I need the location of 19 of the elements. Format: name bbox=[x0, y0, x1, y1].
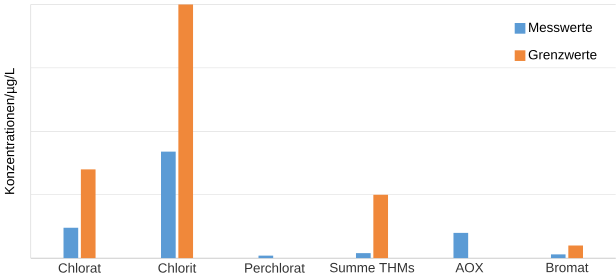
bar bbox=[64, 228, 78, 258]
x-tick-label: Perchlorat bbox=[245, 262, 305, 273]
y-axis-title: Konzentrationen/µg/L bbox=[4, 68, 17, 194]
legend-label: Grenzwerte bbox=[528, 50, 596, 60]
bar bbox=[178, 4, 194, 258]
x-tick-label: Summe THMs bbox=[330, 262, 414, 272]
legend-label: Messwerte bbox=[529, 22, 592, 32]
bar bbox=[568, 245, 584, 258]
x-tick-label: Chlorat bbox=[58, 262, 101, 273]
bar bbox=[356, 253, 371, 258]
bar bbox=[80, 169, 96, 258]
bar bbox=[550, 254, 566, 258]
x-tick-label: Chlorit bbox=[158, 262, 196, 273]
bar bbox=[373, 194, 388, 258]
x-tick-label: Bromat bbox=[546, 262, 588, 272]
bar bbox=[258, 256, 274, 258]
bar bbox=[453, 232, 468, 258]
bar bbox=[161, 152, 176, 258]
x-tick-label: AOX bbox=[455, 262, 484, 272]
